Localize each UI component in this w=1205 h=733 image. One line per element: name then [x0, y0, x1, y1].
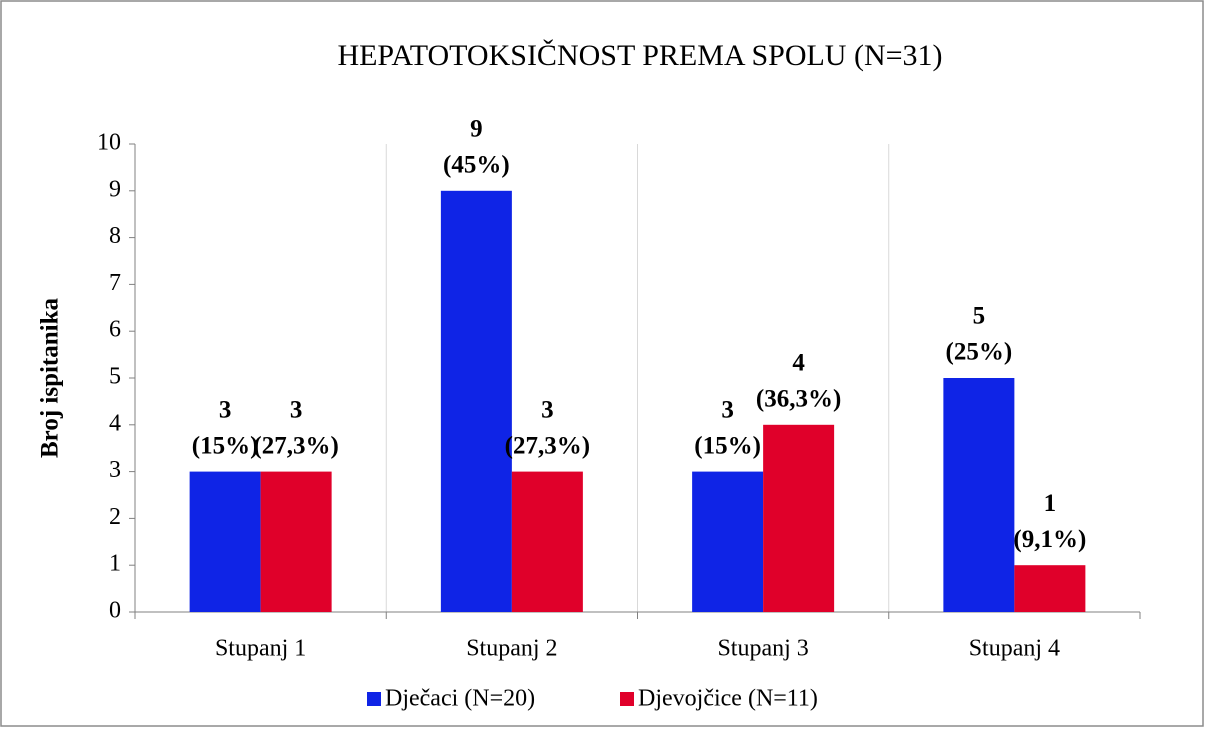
data-label: 4	[792, 350, 805, 377]
percent-label: (15%)	[192, 432, 259, 459]
percent-label: (36,3%)	[756, 386, 841, 413]
y-tick-label: 8	[109, 223, 121, 249]
y-tick-label: 10	[97, 130, 121, 156]
bar	[260, 471, 332, 612]
data-label: 9	[470, 116, 483, 143]
x-tick-label: Stupanj 2	[466, 636, 557, 662]
legend-label: Dječaci (N=20)	[385, 686, 535, 712]
data-label: 1	[1044, 490, 1057, 517]
bar	[692, 471, 764, 612]
y-tick-label: 5	[109, 364, 121, 390]
y-tick-label: 4	[109, 410, 121, 436]
data-label: 3	[219, 396, 232, 423]
y-tick-label: 1	[109, 551, 121, 577]
y-tick-label: 7	[109, 270, 121, 296]
chart-title: HEPATOTOKSIČNOST PREMA SPOLU (N=31)	[337, 39, 942, 72]
percent-label: (25%)	[946, 339, 1013, 366]
bar	[511, 471, 583, 612]
y-tick-label: 2	[109, 504, 121, 530]
y-tick-label: 6	[109, 317, 121, 343]
legend-swatch	[367, 692, 381, 706]
legend-label: Djevojčice (N=11)	[638, 686, 818, 712]
y-tick-label: 9	[109, 176, 121, 202]
y-tick-label: 3	[109, 457, 121, 483]
percent-label: (9,1%)	[1013, 526, 1086, 553]
y-axis-label: Broj ispitanika	[37, 298, 64, 458]
x-tick-label: Stupanj 3	[717, 636, 808, 662]
data-label: 3	[290, 396, 303, 423]
data-label: 5	[973, 303, 986, 330]
x-tick-label: Stupanj 1	[215, 636, 306, 662]
data-label: 3	[541, 396, 554, 423]
percent-label: (27,3%)	[505, 432, 590, 459]
bar	[1014, 565, 1086, 612]
percent-label: (27,3%)	[253, 432, 338, 459]
bar	[763, 424, 835, 612]
data-label: 3	[721, 396, 734, 423]
bar	[943, 378, 1015, 612]
bar	[440, 190, 512, 613]
x-tick-label: Stupanj 4	[969, 636, 1060, 662]
percent-label: (15%)	[694, 432, 761, 459]
bar	[189, 471, 261, 612]
legend-swatch	[620, 692, 634, 706]
percent-label: (45%)	[443, 152, 510, 179]
y-tick-label: 0	[109, 598, 121, 624]
